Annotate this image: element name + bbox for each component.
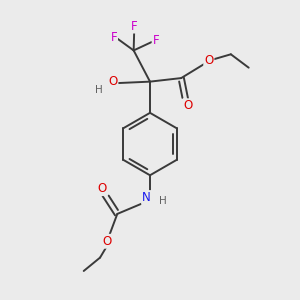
Text: O: O	[97, 182, 106, 195]
Text: O: O	[204, 54, 214, 67]
Text: F: F	[131, 20, 138, 33]
Text: F: F	[153, 34, 159, 47]
Text: H: H	[95, 85, 103, 95]
Text: O: O	[102, 235, 111, 248]
Text: F: F	[110, 31, 117, 44]
Text: O: O	[183, 99, 193, 112]
Text: H: H	[159, 196, 167, 206]
Text: N: N	[142, 191, 151, 204]
Text: O: O	[108, 75, 118, 88]
